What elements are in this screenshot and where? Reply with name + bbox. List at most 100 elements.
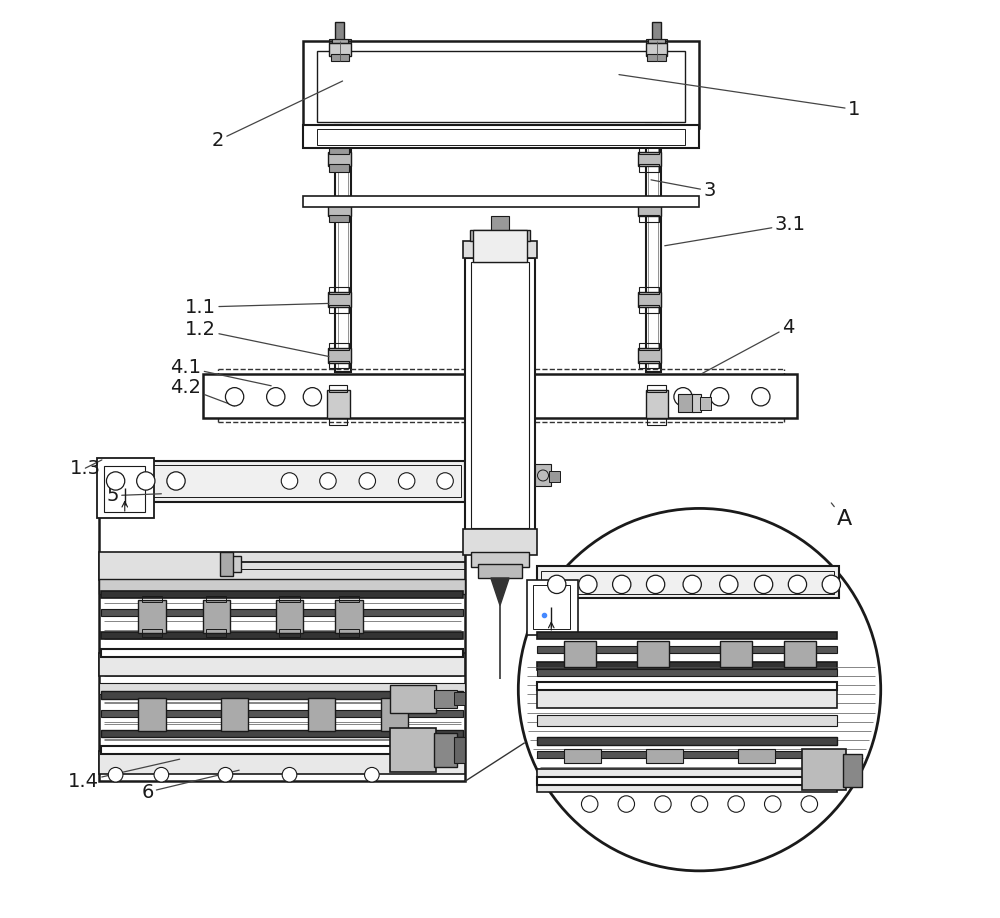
Bar: [637, 641, 669, 666]
Bar: [329, 42, 351, 56]
Circle shape: [581, 796, 598, 812]
Bar: [335, 22, 344, 40]
Bar: [221, 698, 248, 731]
Circle shape: [518, 509, 881, 871]
Bar: [639, 306, 659, 312]
Bar: [327, 390, 350, 418]
Bar: [454, 692, 465, 705]
Bar: [99, 461, 465, 502]
Circle shape: [167, 472, 185, 490]
Bar: [276, 600, 303, 633]
Bar: [390, 728, 436, 772]
Bar: [101, 710, 463, 717]
Bar: [101, 610, 463, 616]
Bar: [99, 683, 465, 694]
Bar: [478, 565, 522, 578]
Circle shape: [764, 796, 781, 812]
Circle shape: [822, 576, 840, 594]
Text: 1.3: 1.3: [70, 459, 102, 477]
Bar: [329, 164, 349, 172]
Bar: [639, 287, 659, 295]
Bar: [802, 749, 846, 790]
Bar: [537, 685, 837, 708]
Bar: [454, 737, 465, 763]
Bar: [101, 730, 463, 737]
Bar: [101, 632, 463, 639]
Bar: [329, 418, 347, 425]
Bar: [647, 385, 666, 392]
Bar: [329, 361, 349, 368]
Bar: [329, 197, 349, 205]
Bar: [535, 464, 551, 487]
Bar: [99, 553, 465, 580]
Bar: [230, 556, 241, 573]
Bar: [104, 465, 461, 498]
Bar: [537, 632, 837, 639]
Bar: [335, 600, 363, 633]
Circle shape: [613, 576, 631, 594]
Bar: [104, 466, 145, 512]
Circle shape: [752, 387, 770, 406]
Bar: [533, 586, 570, 629]
Bar: [328, 348, 351, 363]
Circle shape: [320, 473, 336, 489]
Text: 3: 3: [651, 180, 716, 200]
Bar: [339, 629, 359, 636]
Bar: [97, 458, 154, 518]
Circle shape: [154, 767, 169, 782]
Circle shape: [303, 387, 322, 406]
Circle shape: [359, 473, 376, 489]
Bar: [638, 203, 661, 217]
Bar: [329, 306, 349, 312]
Bar: [220, 553, 233, 577]
Bar: [138, 600, 166, 633]
Circle shape: [674, 387, 692, 406]
Bar: [332, 39, 348, 44]
Bar: [303, 40, 699, 128]
Bar: [329, 287, 349, 295]
Circle shape: [267, 387, 285, 406]
Bar: [463, 530, 537, 555]
Bar: [537, 737, 837, 744]
Circle shape: [720, 576, 738, 594]
Bar: [639, 342, 659, 350]
Bar: [101, 591, 463, 599]
Text: 1.2: 1.2: [185, 320, 329, 356]
Bar: [207, 378, 793, 415]
Bar: [328, 293, 351, 308]
Bar: [738, 749, 775, 763]
Bar: [537, 566, 839, 599]
Bar: [537, 778, 837, 785]
Bar: [101, 746, 463, 754]
Bar: [99, 751, 465, 774]
Bar: [138, 698, 166, 731]
Bar: [537, 715, 837, 726]
Bar: [473, 230, 527, 263]
Circle shape: [365, 767, 379, 782]
Bar: [203, 600, 230, 633]
Bar: [303, 125, 699, 148]
Bar: [678, 394, 694, 412]
Bar: [564, 749, 601, 763]
Bar: [541, 571, 834, 594]
Bar: [638, 293, 661, 308]
Polygon shape: [491, 578, 509, 606]
Text: 1: 1: [619, 74, 860, 119]
Bar: [390, 685, 436, 712]
Bar: [203, 374, 797, 418]
Bar: [142, 597, 162, 602]
Circle shape: [548, 576, 566, 594]
Bar: [279, 629, 300, 636]
Text: 4: 4: [701, 318, 794, 374]
Bar: [638, 348, 661, 363]
Bar: [463, 241, 537, 258]
Circle shape: [225, 387, 244, 406]
Bar: [639, 215, 659, 222]
Bar: [537, 769, 837, 777]
Bar: [329, 39, 351, 42]
Circle shape: [437, 473, 453, 489]
Text: 6: 6: [141, 770, 239, 801]
Bar: [328, 152, 351, 166]
Circle shape: [646, 576, 665, 594]
Bar: [434, 733, 457, 767]
